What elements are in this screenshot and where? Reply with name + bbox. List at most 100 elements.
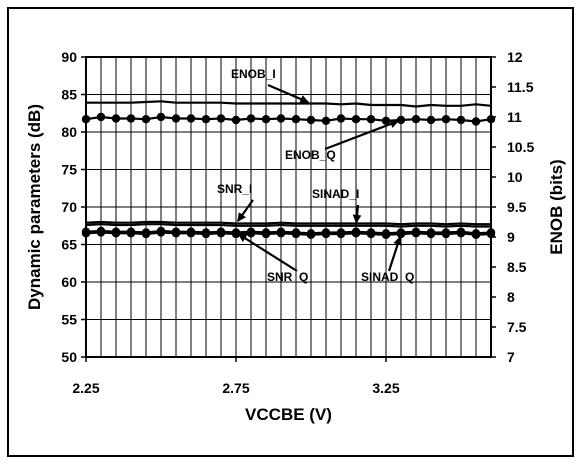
- data-point: [111, 229, 121, 238]
- data-point: [351, 229, 361, 238]
- data-point: [216, 229, 226, 238]
- y-tick-label: 80: [61, 124, 77, 140]
- data-point: [276, 114, 286, 123]
- data-point: [336, 229, 346, 239]
- y-right-tick-label: 9: [507, 229, 515, 245]
- annotation-arrow: [267, 83, 310, 104]
- data-point: [246, 229, 256, 238]
- data-point: [216, 114, 226, 123]
- data-point: [396, 115, 406, 125]
- annotation-arrow: [237, 233, 298, 272]
- series-line-enob-q: [85, 115, 492, 123]
- y-tick-label: 90: [61, 49, 77, 65]
- y-axis-label: Dynamic parameters (dB): [25, 104, 44, 310]
- data-point: [471, 230, 481, 239]
- y-right-axis-label: ENOB (bits): [547, 159, 566, 254]
- data-point: [396, 229, 406, 239]
- data-point: [441, 115, 451, 124]
- annotation-arrow: [236, 199, 254, 222]
- data-point: [321, 116, 331, 126]
- data-point: [261, 229, 271, 239]
- data-point: [366, 229, 376, 239]
- data-point: [81, 115, 91, 124]
- data-point: [276, 229, 286, 238]
- annotation-label: SNR_Q: [267, 270, 308, 284]
- annotation-label: SINAD_Q: [361, 270, 414, 284]
- y-tick-label: 50: [61, 349, 77, 365]
- data-point: [291, 229, 301, 239]
- data-point: [246, 114, 256, 123]
- y-right-tick-label: 7.5: [507, 319, 527, 335]
- data-point: [486, 229, 496, 239]
- data-point: [441, 229, 451, 239]
- data-point: [171, 229, 181, 238]
- data-point: [186, 229, 196, 238]
- y-tick-label: 60: [61, 274, 77, 290]
- y-right-tick-label: 7: [507, 349, 515, 365]
- data-point: [141, 115, 151, 124]
- y-tick-label: 85: [61, 87, 77, 103]
- data-point: [171, 114, 181, 123]
- data-point: [381, 116, 391, 126]
- annotation-label: ENOB_I: [231, 67, 276, 81]
- x-tick-label: 2.25: [72, 380, 99, 396]
- data-point: [411, 229, 421, 238]
- data-point: [426, 229, 436, 239]
- data-point: [111, 114, 121, 123]
- series-line-enob-i: [86, 100, 492, 108]
- y-right-tick-label: 11: [507, 109, 522, 125]
- y-tick-label: 75: [61, 162, 77, 178]
- annotation-arrow: [352, 204, 362, 224]
- data-point: [306, 115, 316, 125]
- data-point: [471, 117, 481, 126]
- data-point: [201, 229, 211, 239]
- data-point: [96, 228, 106, 237]
- data-point: [321, 229, 331, 239]
- data-point: [411, 115, 421, 124]
- annotation-label: SNR_I: [217, 182, 252, 196]
- data-point: [141, 229, 151, 239]
- series-line-snr-q: [85, 229, 492, 235]
- data-point: [201, 115, 211, 124]
- data-point: [81, 229, 91, 238]
- annotation-arrow: [324, 119, 400, 151]
- y-right-tick-label: 10: [507, 169, 523, 185]
- annotation-arrow: [387, 236, 402, 272]
- data-point: [231, 115, 241, 125]
- data-point: [366, 115, 376, 124]
- annotation-label: ENOB_Q: [285, 148, 336, 162]
- data-point: [126, 229, 136, 238]
- series-line-snr-i: [85, 220, 491, 226]
- y-right-tick-label: 10.5: [507, 139, 534, 155]
- data-point: [336, 114, 346, 123]
- data-point: [186, 114, 196, 123]
- data-point: [261, 115, 271, 124]
- data-point: [156, 112, 166, 122]
- data-point: [156, 228, 166, 237]
- y-right-tick-label: 8.5: [507, 259, 527, 275]
- data-point: [291, 115, 301, 124]
- data-point: [126, 114, 136, 123]
- series-line-sinad-i: [85, 223, 491, 228]
- y-right-tick-label: 12: [507, 49, 523, 65]
- y-right-tick-label: 11.5: [507, 79, 534, 95]
- y-tick-label: 55: [61, 312, 77, 328]
- data-point: [96, 112, 106, 122]
- data-point: [351, 115, 361, 124]
- y-tick-label: 70: [61, 199, 77, 215]
- figure-frame: [7, 7, 574, 457]
- data-point: [486, 115, 496, 124]
- x-tick-label: 2.75: [222, 380, 249, 396]
- x-axis-label: VCCBE (V): [245, 405, 332, 424]
- data-point: [381, 230, 391, 239]
- data-point: [306, 230, 316, 239]
- data-point: [456, 229, 466, 238]
- series-line-sinad-q: [85, 231, 492, 236]
- y-tick-label: 65: [61, 237, 77, 253]
- x-tick-label: 3.25: [372, 380, 399, 396]
- data-point: [456, 115, 466, 125]
- annotation-label: SINAD_I: [312, 187, 359, 201]
- data-point: [426, 115, 436, 125]
- y-right-tick-label: 8: [507, 289, 515, 305]
